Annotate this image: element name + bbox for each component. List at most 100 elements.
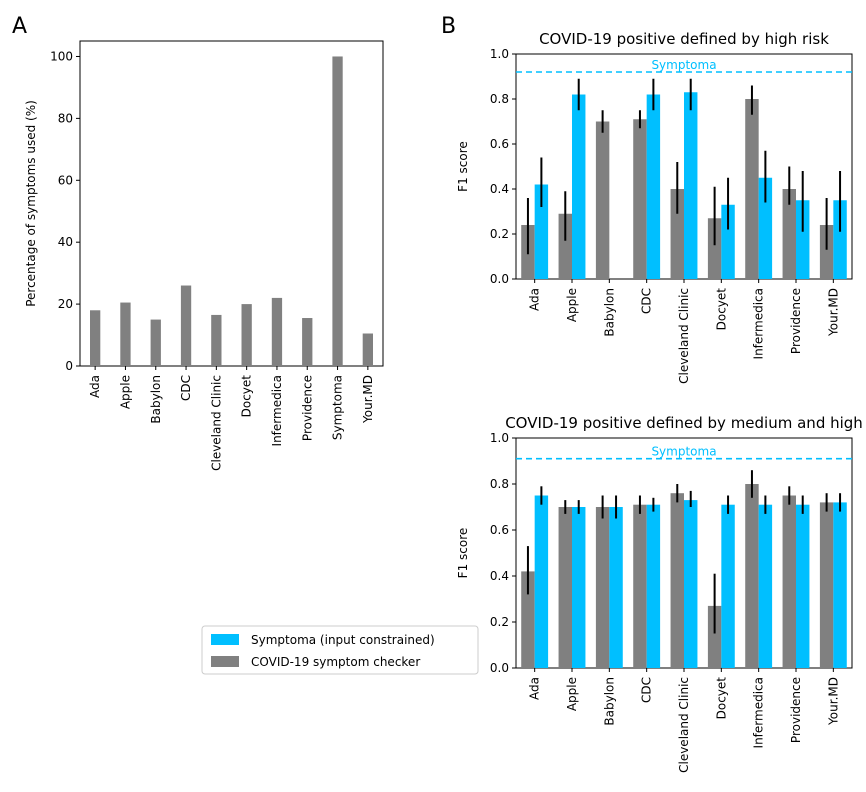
bar-checker-symptoma	[332, 56, 343, 366]
x-tick-label-cleveland-clinic: Cleveland Clinic	[677, 677, 691, 773]
bar-symptoma-your-md	[833, 502, 847, 668]
y-tick-label: 20	[58, 297, 73, 311]
x-tick-label-docyet: Docyet	[714, 288, 728, 331]
bar-checker-cdc	[633, 119, 647, 279]
bar-symptoma-infermedica	[758, 504, 773, 668]
plot-frame-a	[79, 40, 384, 367]
bar-symptoma-providence	[796, 200, 810, 279]
x-tick-label-providence: Providence	[789, 677, 803, 743]
bar-symptoma-ada	[534, 184, 549, 279]
bar-symptoma-your-md	[833, 200, 847, 279]
bar-checker-babylon	[595, 121, 610, 279]
bar-symptoma-docyet	[721, 504, 735, 668]
x-tick-label-infermedica: Infermedica	[270, 375, 284, 446]
x-tick-label-symptoma: Symptoma	[331, 375, 345, 440]
x-tick-label-infermedica: Infermedica	[752, 677, 766, 748]
bar-symptoma-apple	[572, 94, 586, 279]
y-axis-label-a: Percentage of symptoms used (%)	[24, 100, 38, 307]
y-tick-label: 0.2	[490, 615, 509, 629]
legend-label-symptoma: Symptoma (input constrained)	[251, 633, 435, 647]
y-tick-label: 0.4	[490, 569, 509, 583]
chart-percentage-symptoms-used: 0 20 40 60 80 100 Percentage of symptoms used …	[24, 40, 384, 471]
bar-checker-apple	[558, 507, 572, 668]
x-tick-label-providence: Providence	[300, 375, 314, 441]
bar-checker-apple	[558, 213, 572, 279]
legend-swatch-symptoma	[211, 634, 239, 645]
x-tick-label-apple: Apple	[565, 288, 579, 322]
bar-symptoma-apple	[572, 507, 586, 668]
x-tick-label-babylon: Babylon	[602, 677, 616, 726]
y-tick-label: 60	[58, 173, 73, 187]
y-tick-label: 0.4	[490, 182, 509, 196]
bar-checker-docyet	[707, 218, 722, 279]
x-tick-label-your-md: Your.MD	[826, 288, 840, 337]
bar-checker-apple	[120, 302, 131, 366]
x-tick-label-cleveland-clinic: Cleveland Clinic	[209, 375, 223, 471]
x-tick-label-apple: Apple	[118, 375, 132, 409]
y-tick-label: 100	[50, 49, 73, 63]
x-tick-label-cdc: CDC	[179, 375, 193, 401]
bar-checker-cdc	[633, 504, 647, 668]
bar-symptoma-cleveland-clinic	[684, 92, 698, 279]
bar-checker-cleveland-clinic	[211, 314, 222, 366]
bar-symptoma-cdc	[646, 504, 661, 668]
bar-checker-providence	[782, 495, 796, 668]
x-tick-label-babylon: Babylon	[602, 288, 616, 337]
chart-f1-high-risk: COVID-19 positive defined by high risk 0.…	[456, 30, 853, 384]
bar-symptoma-providence	[796, 504, 810, 668]
panel-label-b: B	[441, 14, 456, 39]
y-tick-label: 0.8	[490, 92, 509, 106]
bar-checker-your-md	[362, 333, 374, 366]
y-axis-label-b1: F1 score	[456, 141, 470, 192]
x-tick-label-providence: Providence	[789, 288, 803, 354]
x-tick-label-ada: Ada	[528, 677, 542, 700]
x-tick-label-your-md: Your.MD	[826, 677, 840, 726]
y-tick-label: 0.0	[490, 272, 509, 286]
chart-title-b2: COVID-19 positive defined by medium and …	[505, 414, 863, 432]
bar-symptoma-cleveland-clinic	[684, 500, 698, 668]
x-tick-label-cdc: CDC	[640, 677, 654, 703]
y-tick-label: 0	[65, 359, 73, 373]
bar-checker-infermedica	[271, 297, 283, 366]
bar-checker-cleveland-clinic	[670, 493, 684, 668]
y-axis-label-b2: F1 score	[456, 528, 470, 579]
chart-title-b1: COVID-19 positive defined by high risk	[539, 30, 829, 48]
bar-checker-cleveland-clinic	[670, 189, 684, 279]
reference-label-b1: Symptoma	[651, 58, 716, 72]
chart-f1-medium-and-high: COVID-19 positive defined by medium and …	[456, 414, 863, 773]
bar-checker-docyet	[241, 304, 252, 366]
bar-checker-infermedica	[745, 484, 759, 668]
x-tick-label-your-md: Your.MD	[361, 375, 375, 424]
x-tick-label-docyet: Docyet	[240, 375, 254, 418]
y-tick-label: 0.0	[490, 661, 509, 675]
bar-checker-ada	[89, 310, 101, 366]
x-tick-label-infermedica: Infermedica	[752, 288, 766, 359]
bar-symptoma-cdc	[646, 94, 661, 279]
bar-checker-docyet	[707, 605, 722, 668]
reference-label-b2: Symptoma	[651, 445, 716, 459]
legend: Symptoma (input constrained) COVID-19 sy…	[201, 625, 479, 675]
bar-checker-ada	[521, 571, 535, 668]
y-tick-label: 0.8	[490, 477, 509, 491]
bar-checker-providence	[782, 189, 796, 279]
bar-symptoma-babylon	[609, 507, 623, 668]
bar-checker-babylon	[595, 507, 610, 668]
y-tick-label: 1.0	[490, 47, 509, 61]
x-tick-label-apple: Apple	[565, 677, 579, 711]
y-tick-label: 0.6	[490, 523, 509, 537]
bar-symptoma-docyet	[721, 204, 735, 279]
legend-label-checker: COVID-19 symptom checker	[251, 655, 420, 669]
y-tick-label: 0.2	[490, 227, 509, 241]
x-tick-label-docyet: Docyet	[714, 677, 728, 720]
x-tick-label-ada: Ada	[88, 375, 102, 398]
panel-label-a: A	[12, 14, 27, 39]
bar-symptoma-ada	[534, 495, 549, 668]
x-tick-label-cleveland-clinic: Cleveland Clinic	[677, 288, 691, 384]
x-tick-label-babylon: Babylon	[149, 375, 163, 424]
bar-symptoma-infermedica	[758, 177, 773, 279]
x-tick-label-cdc: CDC	[640, 288, 654, 314]
bar-checker-babylon	[150, 319, 161, 366]
bar-checker-cdc	[180, 285, 192, 366]
legend-swatch-checker	[211, 656, 239, 667]
